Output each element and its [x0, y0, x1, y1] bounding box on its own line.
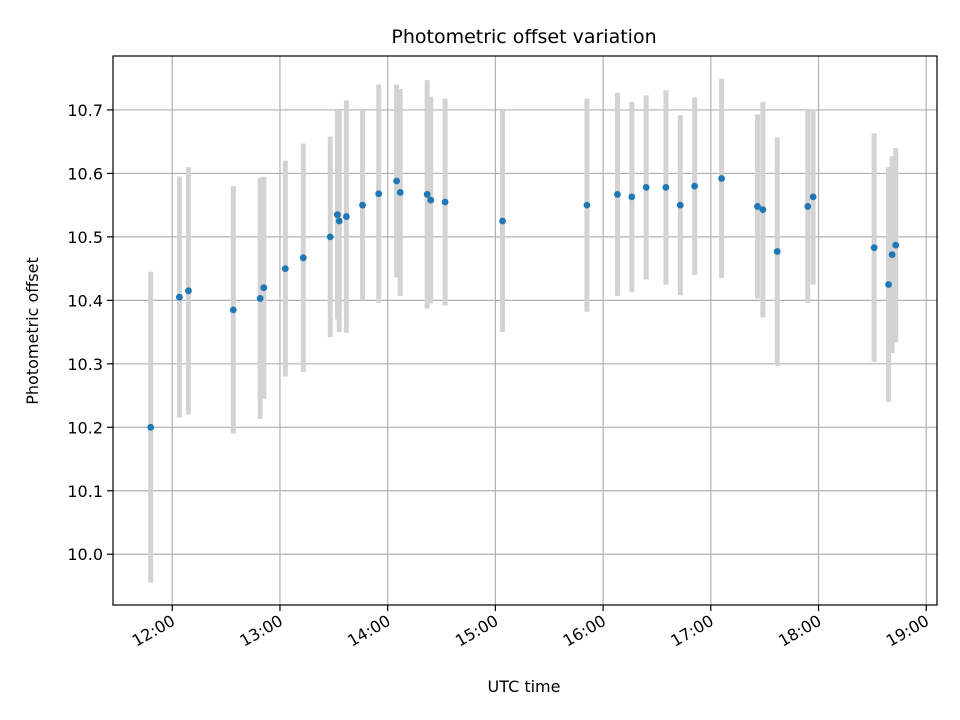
- data-points: [147, 175, 900, 431]
- data-point: [326, 233, 334, 241]
- y-tick-label: 10.0: [67, 545, 103, 564]
- data-point: [359, 201, 366, 209]
- data-point: [281, 265, 289, 273]
- chart-title: Photometric offset variation: [391, 26, 656, 48]
- y-axis-ticks: 10.0 10.1 10.2 10.3 10.4 10.5 10.6 10.7: [67, 101, 113, 564]
- data-point: [662, 183, 670, 191]
- y-tick-label: 10.5: [67, 228, 103, 247]
- y-axis-label: Photometric offset: [23, 257, 42, 405]
- y-tick-label: 10.3: [67, 355, 103, 374]
- x-axis-label: UTC time: [488, 677, 561, 696]
- data-point: [691, 182, 699, 190]
- data-point: [583, 201, 591, 209]
- data-point: [885, 281, 892, 288]
- data-point: [396, 189, 404, 196]
- data-point: [614, 190, 621, 198]
- data-point: [892, 241, 900, 249]
- data-point: [628, 193, 636, 201]
- data-point: [804, 203, 812, 210]
- data-point: [176, 293, 183, 301]
- data-point: [427, 196, 435, 204]
- y-tick-label: 10.2: [67, 418, 103, 437]
- data-point: [423, 190, 431, 198]
- data-point: [676, 201, 684, 209]
- data-point: [759, 206, 767, 213]
- data-point: [184, 287, 192, 295]
- data-point: [342, 213, 350, 220]
- data-point: [260, 284, 268, 292]
- data-point: [754, 203, 761, 210]
- y-tick-label: 10.6: [67, 164, 103, 183]
- plot-frame: [112, 55, 938, 606]
- data-point: [870, 244, 878, 252]
- data-point: [888, 251, 896, 259]
- data-point: [773, 248, 781, 255]
- data-point: [299, 254, 307, 262]
- data-point: [375, 190, 383, 198]
- data-point: [334, 211, 341, 219]
- data-point: [499, 217, 506, 225]
- data-point: [256, 295, 264, 302]
- data-point: [335, 217, 343, 225]
- data-point: [147, 423, 155, 431]
- y-tick-label: 10.4: [67, 291, 103, 310]
- data-point: [718, 175, 725, 182]
- data-point: [229, 306, 237, 314]
- data-point: [809, 193, 817, 201]
- data-point: [441, 198, 449, 206]
- data-point: [642, 183, 650, 191]
- grid-lines: [113, 56, 937, 605]
- data-point: [393, 177, 401, 185]
- y-tick-label: 10.7: [67, 101, 103, 120]
- y-tick-label: 10.1: [67, 482, 103, 501]
